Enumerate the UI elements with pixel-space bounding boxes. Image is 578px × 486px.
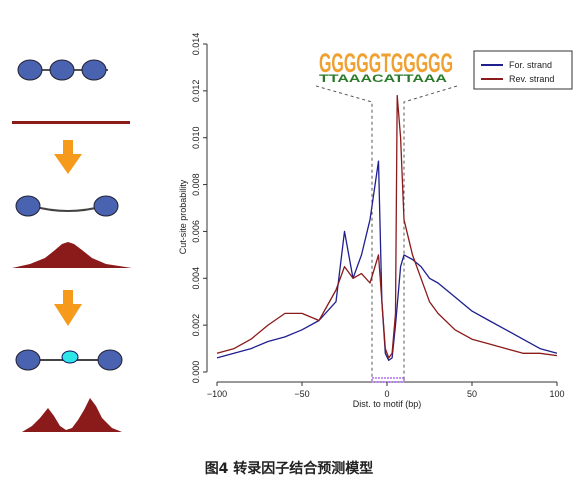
y-tick-label: 0.004	[191, 267, 201, 290]
y-tick-label: 0.014	[191, 33, 201, 56]
flat-cut-profile	[12, 121, 130, 124]
y-tick-label: 0.002	[191, 314, 201, 337]
figure-canvas: −100 −50 0 50 100 0.000 0.002 0.004 0.006 0.008 0.…	[12, 33, 573, 432]
legend-label: For. strand	[509, 60, 552, 70]
motif-site-marker	[371, 377, 405, 383]
x-tick-label: −50	[294, 389, 309, 399]
series-lines	[216, 94, 558, 361]
transcription-factor	[61, 350, 79, 364]
y-axis-label: Cut-site probability	[178, 179, 188, 254]
y-tick-label: 0.010	[191, 126, 201, 149]
motif-boundary-lines	[315, 85, 458, 383]
x-axis-label: Dist. to motif (bp)	[353, 399, 422, 409]
nucleosome-row-3	[15, 349, 123, 371]
down-arrow-1-icon	[54, 140, 82, 174]
x-tick-label: 50	[467, 389, 477, 399]
motif-left-boundary	[315, 85, 373, 380]
chart: −100 −50 0 50 100 0.000 0.002 0.004 0.006 0.008 0.…	[178, 33, 573, 409]
single-peak-profile	[12, 242, 132, 268]
axes	[206, 44, 557, 383]
legend: For. strand Rev. strand	[473, 50, 573, 90]
y-tick-label: 0.008	[191, 173, 201, 196]
y-tick-label: 0.006	[191, 220, 201, 243]
double-peak-profile	[22, 398, 122, 432]
motif-logo-main: GGGGGTGGGGG	[319, 48, 453, 78]
motif-right-boundary	[403, 85, 458, 380]
x-tick-label: 0	[384, 389, 389, 399]
legend-label: Rev. strand	[509, 74, 554, 84]
down-arrow-2-icon	[54, 290, 82, 326]
motif-logo: GGGGGTGGGGG TTAAACATTAAA	[319, 48, 453, 85]
x-tick-label: −100	[207, 389, 227, 399]
nucleosome-row-2	[15, 195, 119, 217]
series-line-1	[216, 160, 558, 361]
motif-logo-lower: TTAAACATTAAA	[319, 73, 447, 85]
x-tick-label: 100	[549, 389, 564, 399]
axis-ticks: −100 −50 0 50 100 0.000 0.002 0.004 0.006 0.008 0.…	[191, 33, 565, 399]
figure-caption: 图4 转录因子结合预测模型	[204, 461, 374, 477]
y-tick-label: 0.012	[191, 80, 201, 103]
nucleosome-row-1	[17, 59, 108, 81]
y-tick-label: 0.000	[191, 361, 201, 384]
series-line-2	[216, 94, 558, 359]
schematic-panel	[12, 59, 132, 432]
